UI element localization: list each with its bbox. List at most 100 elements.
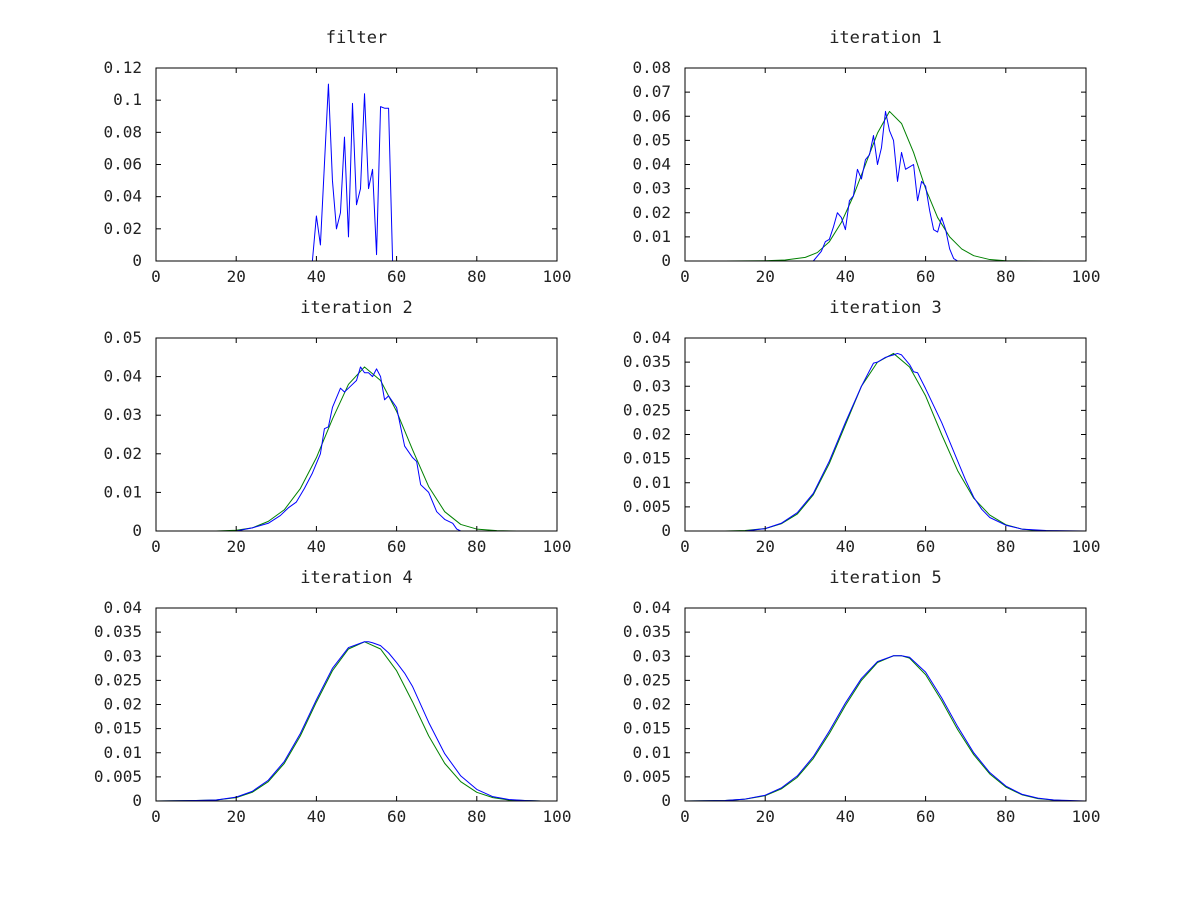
y-tick-label: 0.03 (103, 405, 142, 424)
series-line-2 (155, 641, 557, 802)
y-tick-label: 0.08 (632, 58, 671, 77)
subplot-title: iteration 4 (300, 568, 413, 588)
x-tick-label: 20 (227, 267, 246, 286)
axes-box (684, 337, 1087, 532)
series-line-1 (156, 366, 557, 532)
y-tick-label: 0 (661, 521, 671, 540)
series-line-2 (156, 366, 557, 532)
y-tick-label: 0.01 (632, 743, 671, 762)
x-tick-label: 20 (227, 537, 246, 556)
y-tick-label: 0.01 (632, 227, 671, 246)
subplot-title: iteration 5 (829, 568, 942, 588)
y-tick-label: 0.03 (103, 646, 142, 665)
x-tick-label: 0 (151, 537, 161, 556)
x-tick-label: 60 (387, 267, 406, 286)
x-tick-label: 60 (916, 267, 935, 286)
y-tick-label: 0.035 (623, 352, 671, 371)
y-tick-label: 0.08 (103, 122, 142, 141)
y-tick-label: 0.01 (632, 473, 671, 492)
x-tick-label: 80 (996, 267, 1015, 286)
y-tick-label: 0.04 (103, 598, 142, 617)
y-tick-label: 0.025 (94, 670, 142, 689)
subplot-1: 0 20 40 60 80 100 0 0.02 0.04 0.06 0.08 0.1 0.12 filt… (103, 28, 571, 286)
series-line-1 (684, 655, 1086, 802)
y-tick-label: 0.035 (94, 622, 142, 641)
x-tick-label: 40 (307, 267, 326, 286)
x-tick-label: 0 (680, 537, 690, 556)
y-tick-label: 0.015 (623, 719, 671, 738)
y-tick-label: 0.02 (103, 444, 142, 463)
x-tick-label: 60 (387, 537, 406, 556)
subplot-2: 0 20 40 60 80 100 0 0.01 0.02 0.03 0.04 0.05 0.06 0.0… (632, 28, 1100, 286)
y-tick-label: 0.005 (623, 497, 671, 516)
y-tick-label: 0.01 (103, 743, 142, 762)
y-tick-label: 0.02 (632, 695, 671, 714)
x-tick-label: 80 (467, 537, 486, 556)
subplot-5: 0 20 40 60 80 100 0 0.005 0.01 0.015 0.02 0.025 0.03… (94, 568, 572, 826)
y-tick-label: 0.04 (632, 328, 671, 347)
x-tick-label: 100 (1072, 537, 1101, 556)
x-tick-label: 100 (543, 267, 572, 286)
series-line-1 (155, 641, 557, 802)
y-tick-label: 0.035 (623, 622, 671, 641)
axes-box (155, 607, 558, 802)
x-tick-label: 100 (1072, 267, 1101, 286)
x-tick-label: 20 (756, 267, 775, 286)
subplot-3: 0 20 40 60 80 100 0 0.01 0.02 0.03 0.04 0.05 iterati… (103, 298, 571, 556)
x-tick-label: 40 (307, 807, 326, 826)
x-tick-label: 0 (151, 807, 161, 826)
x-tick-label: 60 (387, 807, 406, 826)
x-tick-label: 40 (836, 807, 855, 826)
y-tick-label: 0.1 (113, 90, 142, 109)
y-tick-label: 0.04 (103, 187, 142, 206)
y-tick-label: 0.015 (623, 449, 671, 468)
axes-box (684, 67, 1087, 262)
x-tick-label: 80 (996, 537, 1015, 556)
x-tick-label: 100 (543, 807, 572, 826)
y-tick-label: 0.01 (103, 482, 142, 501)
series-line-2 (684, 655, 1087, 802)
x-tick-label: 100 (543, 537, 572, 556)
y-tick-label: 0.02 (632, 203, 671, 222)
y-tick-label: 0 (661, 791, 671, 810)
subplot-title: iteration 3 (829, 298, 942, 318)
y-tick-label: 0.12 (103, 58, 142, 77)
y-tick-label: 0.025 (623, 670, 671, 689)
x-tick-label: 20 (756, 537, 775, 556)
y-tick-label: 0.04 (632, 155, 671, 174)
y-tick-label: 0.03 (632, 179, 671, 198)
series-line-2 (685, 352, 1087, 532)
x-tick-label: 80 (467, 267, 486, 286)
x-tick-label: 20 (227, 807, 246, 826)
x-tick-label: 40 (307, 537, 326, 556)
x-tick-label: 40 (836, 267, 855, 286)
series-line-2 (685, 110, 1086, 262)
y-tick-label: 0.05 (632, 130, 671, 149)
y-tick-label: 0 (132, 251, 142, 270)
x-tick-label: 40 (836, 537, 855, 556)
x-tick-label: 80 (467, 807, 486, 826)
y-tick-label: 0.025 (623, 400, 671, 419)
y-tick-label: 0 (132, 521, 142, 540)
x-tick-label: 0 (680, 267, 690, 286)
y-tick-label: 0.02 (103, 695, 142, 714)
x-tick-label: 60 (916, 537, 935, 556)
y-tick-label: 0.02 (103, 219, 142, 238)
subplot-title: filter (326, 28, 387, 48)
x-tick-label: 0 (151, 267, 161, 286)
x-tick-label: 100 (1072, 807, 1101, 826)
axes-box (155, 67, 558, 262)
y-tick-label: 0.03 (632, 646, 671, 665)
subplot-6: 0 20 40 60 80 100 0 0.005 0.01 0.015 0.02 0.025 0.03… (623, 568, 1101, 826)
y-tick-label: 0.05 (103, 328, 142, 347)
axes-box (684, 607, 1087, 802)
y-tick-label: 0 (661, 251, 671, 270)
y-tick-label: 0 (132, 791, 142, 810)
series-line-1 (156, 83, 557, 262)
y-tick-label: 0.005 (623, 767, 671, 786)
y-tick-label: 0.04 (632, 598, 671, 617)
axes-box (155, 337, 558, 532)
y-tick-label: 0.005 (94, 767, 142, 786)
